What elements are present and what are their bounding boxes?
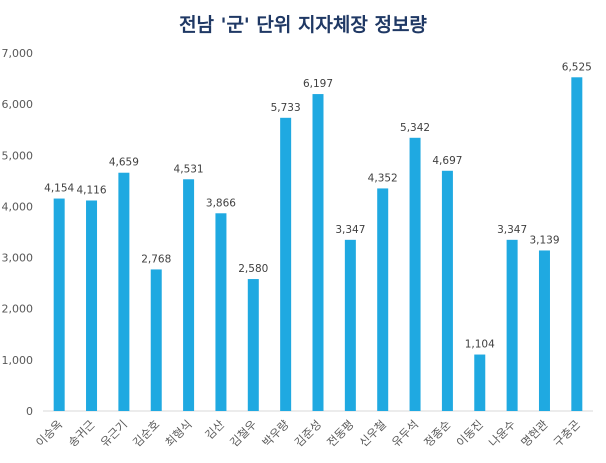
data-label: 5,342 [400, 122, 430, 134]
data-label: 6,197 [303, 78, 333, 90]
data-label: 2,768 [141, 253, 171, 265]
x-tick-label: 이승옥 [33, 417, 65, 449]
bar [506, 239, 518, 411]
bar [409, 137, 421, 411]
x-tick-label: 유두석 [389, 417, 421, 449]
x-tick-label: 김순호 [130, 417, 162, 449]
bar [183, 179, 195, 411]
data-label: 4,697 [432, 155, 462, 167]
bar [280, 117, 292, 411]
y-tick-label: 7,000 [2, 47, 34, 60]
bar [538, 250, 550, 411]
data-label: 5,733 [271, 102, 301, 114]
data-label: 3,347 [335, 224, 365, 236]
data-label: 3,139 [529, 234, 559, 246]
x-tick-label: 김준성 [292, 417, 324, 449]
data-label: 4,659 [109, 157, 139, 169]
x-tick-label: 박우량 [259, 417, 292, 450]
data-label: 4,531 [174, 163, 204, 175]
data-label: 4,154 [44, 183, 74, 195]
x-tick-label: 송귀근 [65, 417, 97, 449]
bar [571, 77, 583, 412]
data-label: 2,580 [238, 263, 268, 275]
x-tick-label: 전동평 [324, 417, 356, 449]
bar [474, 354, 486, 411]
bar [312, 94, 324, 411]
data-label: 6,525 [562, 61, 592, 73]
bar [86, 200, 98, 411]
x-tick-label: 김철우 [227, 417, 259, 449]
data-label: 3,347 [497, 224, 527, 236]
bar [377, 188, 389, 411]
data-label: 3,866 [206, 197, 236, 209]
bar [150, 269, 162, 411]
data-label: 4,352 [368, 172, 398, 184]
data-label: 4,116 [76, 184, 106, 196]
x-tick-label: 구충곤 [551, 417, 583, 449]
y-tick-label: 2,000 [2, 303, 34, 316]
x-tick-label: 신우철 [356, 417, 388, 449]
bar [441, 170, 453, 411]
chart-title: 전남 '군' 단위 지자체장 정보량 [179, 14, 427, 36]
bar [215, 213, 227, 411]
x-tick-label: 나윤수 [486, 417, 518, 449]
x-tick-label: 유근기 [98, 417, 130, 449]
x-tick-label: 명현관 [518, 417, 551, 450]
bar [118, 172, 130, 411]
x-tick-label: 최형식 [162, 417, 194, 449]
y-tick-label: 5,000 [2, 149, 34, 162]
y-tick-label: 0 [26, 405, 33, 418]
x-tick-label: 이동진 [454, 417, 486, 449]
y-tick-label: 4,000 [2, 200, 34, 213]
bar [344, 239, 356, 411]
y-tick-label: 1,000 [2, 354, 34, 367]
bar [247, 279, 259, 411]
y-tick-label: 3,000 [2, 252, 34, 265]
y-tick-label: 6,000 [2, 98, 34, 111]
x-tick-label: 김산 [202, 417, 227, 442]
data-label: 1,104 [465, 339, 495, 351]
x-tick-label: 정종순 [421, 417, 453, 449]
bar [53, 198, 65, 411]
